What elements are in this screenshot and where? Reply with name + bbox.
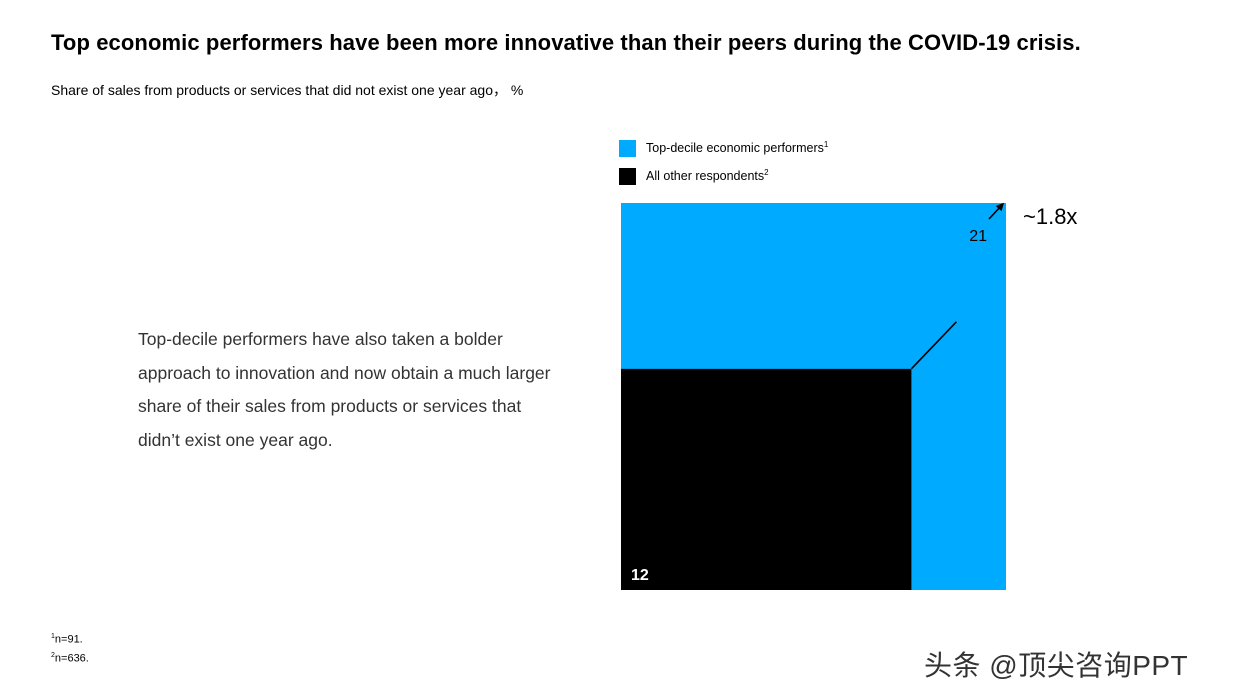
body-text: Top-decile performers have also taken a … <box>138 329 551 450</box>
legend-label-top-decile: Top-decile economic performers1 <box>646 139 829 155</box>
area-other-respondents <box>621 368 912 590</box>
legend-item-other: All other respondents2 <box>619 167 828 185</box>
value-label-top-decile: 21 <box>969 228 987 245</box>
chart-subtitle: Share of sales from products or services… <box>51 82 524 98</box>
watermark: 头条 @顶尖咨询PPT <box>924 650 1189 681</box>
footnote-1: 1n=91. <box>51 633 83 646</box>
legend-label-other: All other respondents2 <box>646 167 769 183</box>
footnotes: 1n=91. 2n=636. <box>51 629 89 666</box>
page-title: Top economic performers have been more i… <box>51 30 1081 55</box>
value-label-other: 12 <box>631 567 649 584</box>
growth-arrow <box>988 202 1005 220</box>
legend-swatch-top-decile <box>619 139 636 157</box>
growth-connector-line <box>910 321 957 370</box>
multiplier-label: ~1.8x <box>1023 204 1077 229</box>
legend-swatch-other <box>619 167 636 185</box>
chart-legend: Top-decile economic performers1 All othe… <box>619 139 828 195</box>
legend-item-top-decile: Top-decile economic performers1 <box>619 139 828 157</box>
footnote-2: 2n=636. <box>51 651 89 665</box>
